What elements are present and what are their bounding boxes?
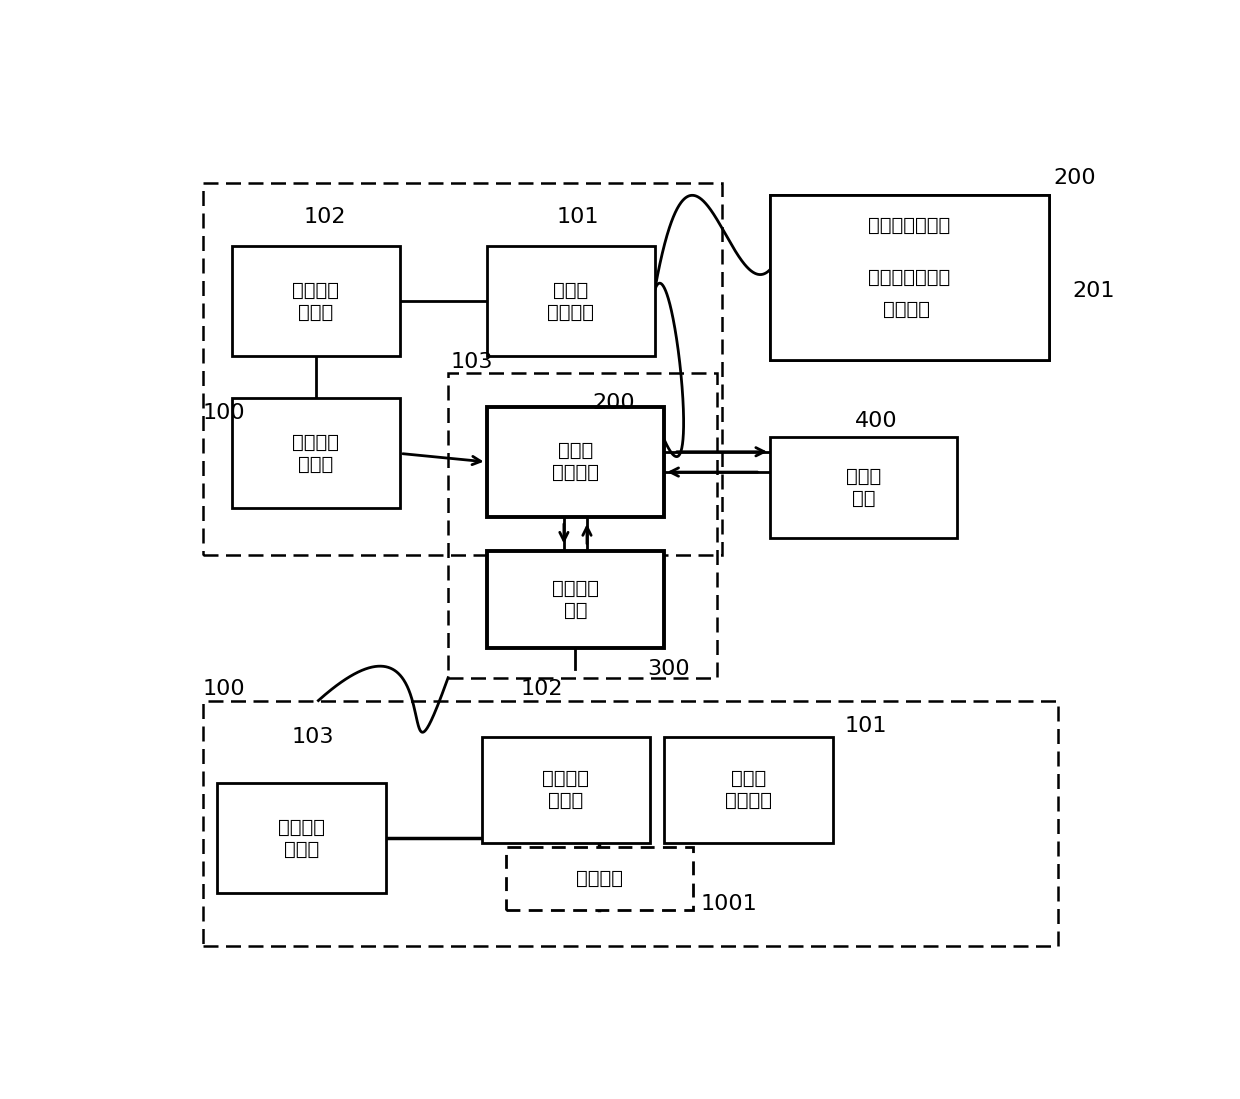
- Text: 驾驶信息
系统: 驾驶信息 系统: [552, 579, 599, 620]
- Text: 待测电阻: 待测电阻: [575, 869, 622, 888]
- Text: 400: 400: [854, 411, 898, 431]
- Text: 车联网
系统: 车联网 系统: [846, 467, 882, 508]
- Text: 101: 101: [844, 715, 888, 736]
- FancyBboxPatch shape: [486, 407, 665, 517]
- FancyBboxPatch shape: [770, 196, 1049, 360]
- FancyBboxPatch shape: [770, 196, 1049, 360]
- FancyBboxPatch shape: [232, 246, 401, 356]
- Text: 安全气囊
控制器: 安全气囊 控制器: [293, 433, 340, 474]
- Text: 102: 102: [521, 679, 563, 699]
- FancyBboxPatch shape: [217, 784, 386, 893]
- Text: 201: 201: [1073, 281, 1115, 301]
- Text: 多媒体
交互系统: 多媒体 交互系统: [552, 442, 599, 482]
- FancyBboxPatch shape: [486, 246, 655, 356]
- FancyBboxPatch shape: [486, 551, 665, 648]
- FancyBboxPatch shape: [665, 737, 832, 843]
- Text: 乘客检测
传感器: 乘客检测 传感器: [293, 280, 340, 322]
- Text: 100: 100: [203, 679, 246, 699]
- Text: 摄像设备: 摄像设备: [883, 300, 930, 319]
- Text: 多媒体交互系统: 多媒体交互系统: [868, 268, 951, 287]
- FancyBboxPatch shape: [481, 737, 650, 843]
- Text: 安全带
锁扣开关: 安全带 锁扣开关: [547, 280, 594, 322]
- Text: 200: 200: [1054, 168, 1096, 188]
- FancyBboxPatch shape: [232, 399, 401, 509]
- Text: 101: 101: [557, 207, 599, 226]
- Text: 多媒体交互系统: 多媒体交互系统: [868, 215, 951, 234]
- FancyBboxPatch shape: [794, 271, 1019, 347]
- Text: 乘客检测
传感器: 乘客检测 传感器: [542, 769, 589, 810]
- Text: 1001: 1001: [701, 893, 758, 913]
- Text: 102: 102: [304, 207, 346, 226]
- Text: 200: 200: [593, 392, 635, 412]
- Text: 安全气囊
控制器: 安全气囊 控制器: [278, 818, 325, 859]
- Text: 安全带
锁扣开关: 安全带 锁扣开关: [725, 769, 773, 810]
- Text: 100: 100: [203, 403, 246, 423]
- Text: 300: 300: [647, 659, 689, 679]
- Text: 103: 103: [291, 726, 334, 747]
- Text: 103: 103: [451, 352, 494, 373]
- FancyBboxPatch shape: [770, 436, 957, 539]
- FancyBboxPatch shape: [506, 847, 693, 910]
